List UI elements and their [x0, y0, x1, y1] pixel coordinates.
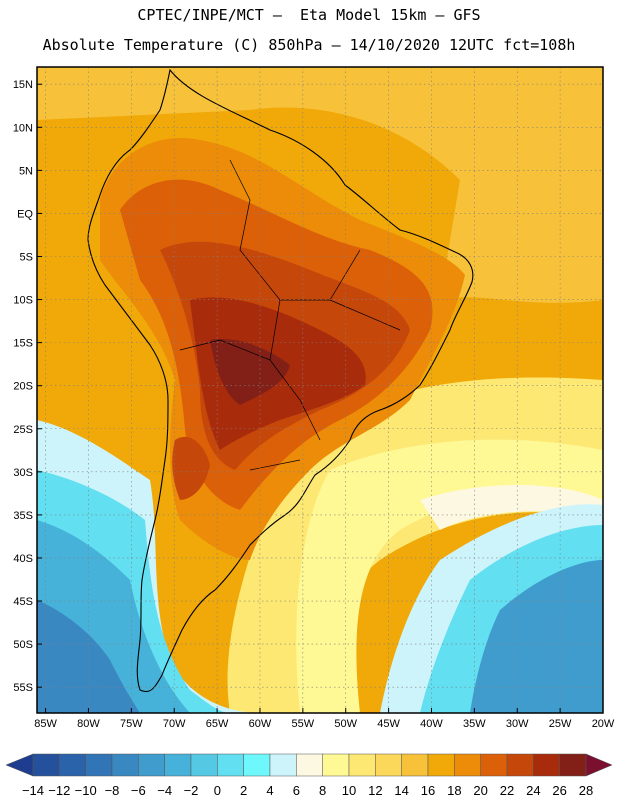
- colorbar-swatch: [190, 753, 218, 777]
- colorbar-swatch: [296, 753, 323, 777]
- temperature-field: [37, 67, 603, 713]
- colorbar-swatch: [164, 753, 192, 777]
- colorbar-label: 8: [319, 783, 326, 798]
- colorbar-swatch: [85, 753, 113, 777]
- lon-tick-label: 45W: [377, 718, 400, 730]
- lat-tick-label: 30S: [13, 467, 33, 479]
- lon-tick-label: 80W: [77, 718, 100, 730]
- colorbar-label: 2: [240, 783, 247, 798]
- title-line-1: CPTEC/INPE/MCT – Eta Model 15km – GFS: [137, 6, 481, 24]
- lat-tick-label: 10N: [13, 122, 33, 134]
- colorbar-label: −2: [184, 783, 199, 798]
- colorbar-swatch: [32, 753, 60, 777]
- colorbar-label: 16: [421, 783, 435, 798]
- colorbar-swatch: [269, 753, 297, 777]
- colorbar-label: 24: [526, 783, 540, 798]
- lat-tick-label: 15N: [13, 79, 33, 91]
- lat-tick-label: EQ: [17, 208, 33, 220]
- colorbar-swatch: [533, 753, 560, 777]
- colorbar-swatch: [401, 753, 429, 777]
- lon-tick-label: 20W: [592, 718, 615, 730]
- colorbar-swatch: [348, 753, 376, 777]
- lat-tick-label: 45S: [13, 596, 33, 608]
- colorbar-label: 14: [394, 783, 408, 798]
- map-frame: [36, 66, 604, 714]
- colorbar-swatch: [5, 753, 34, 777]
- colorbar-swatch: [111, 753, 139, 777]
- lon-tick-label: 25W: [549, 718, 572, 730]
- colorbar-swatch: [217, 753, 244, 777]
- colorbar-label: −10: [75, 783, 97, 798]
- colorbar-swatch: [427, 753, 455, 777]
- colorbar-label: −14: [22, 783, 44, 798]
- lon-tick-label: 75W: [120, 718, 143, 730]
- colorbar-swatch: [454, 753, 481, 777]
- lat-tick-label: 35S: [13, 510, 33, 522]
- colorbar-swatch: [375, 753, 402, 777]
- lon-tick-label: 85W: [34, 718, 57, 730]
- lon-tick-label: 50W: [334, 718, 357, 730]
- colorbar-label: 6: [293, 783, 300, 798]
- lat-tick-label: 5N: [19, 165, 33, 177]
- title-line-2: Absolute Temperature (C) 850hPa – 14/10/…: [42, 36, 576, 54]
- lon-tick-label: 40W: [420, 718, 443, 730]
- lat-tick-label: 50S: [13, 639, 33, 651]
- lon-tick-label: 35W: [463, 718, 486, 730]
- lon-tick-label: 30W: [506, 718, 529, 730]
- lat-tick-label: 5S: [20, 251, 33, 263]
- lat-tick-label: 25S: [13, 424, 33, 436]
- colorbar-label: 22: [500, 783, 514, 798]
- lon-tick-label: 60W: [249, 718, 272, 730]
- colorbar-swatch: [480, 753, 508, 777]
- colorbar-label: −12: [48, 783, 70, 798]
- colorbar-label: −6: [131, 783, 146, 798]
- colorbar-label: 28: [579, 783, 593, 798]
- lon-tick-label: 55W: [292, 718, 315, 730]
- lat-tick-label: 40S: [13, 553, 33, 565]
- latitude-axis: 15N 10N 5N EQ 5S 10S 15S 20S 25S 30S 35S 40S 45S 50S 5…: [13, 79, 42, 694]
- colorbar-swatch: [322, 753, 350, 777]
- colorbar-label: 20: [473, 783, 487, 798]
- colorbar-label: 10: [342, 783, 356, 798]
- colorbar-label: −4: [157, 783, 172, 798]
- colorbar-swatch: [559, 753, 587, 777]
- colorbar-swatch: [138, 753, 165, 777]
- colorbar-label: 4: [266, 783, 273, 798]
- colorbar-swatch: [585, 753, 613, 777]
- colorbar-label: 12: [368, 783, 382, 798]
- colorbar-label: −8: [105, 783, 120, 798]
- lat-tick-label: 15S: [13, 338, 33, 350]
- colorbar-label: 18: [447, 783, 461, 798]
- longitude-axis: 85W 80W 75W 70W 65W 60W 55W 50W 45W 40W 35W 30W 25W 2…: [34, 708, 615, 730]
- lon-tick-label: 70W: [163, 718, 186, 730]
- colorbar-label: 26: [552, 783, 566, 798]
- lat-tick-label: 20S: [13, 381, 33, 393]
- colorbar-swatch: [506, 753, 534, 777]
- lat-tick-label: 10S: [13, 295, 33, 307]
- lon-tick-label: 65W: [206, 718, 229, 730]
- colorbar-label: 0: [214, 783, 221, 798]
- colorbar-swatch: [59, 753, 86, 777]
- colorbar: −14 −12 −10 −8 −6 −4 −2 0 2 4 6 8 10 12 14 16 18 20 22 24 26…: [5, 753, 613, 798]
- colorbar-swatch: [243, 753, 271, 777]
- lat-tick-label: 55S: [13, 682, 33, 694]
